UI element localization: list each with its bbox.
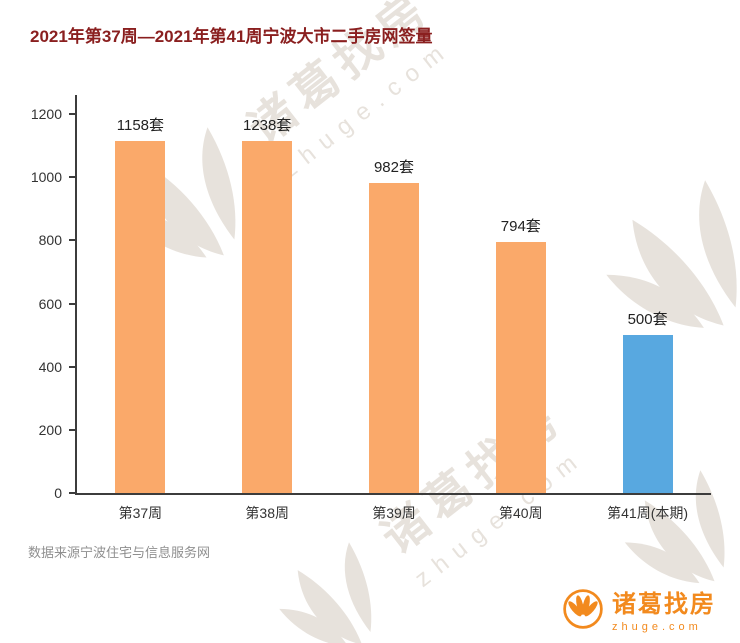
bar-value-label: 500套 (627, 311, 668, 329)
bar (115, 141, 166, 493)
y-tick-label: 400 (38, 358, 62, 375)
plot-area: 1158套 1238套 982套 794套 500套 (77, 114, 711, 493)
bar (242, 141, 293, 493)
x-axis-label: 第41周(本期) (607, 505, 689, 521)
bar-value-label: 982套 (373, 158, 414, 176)
zhuge-fan-icon (562, 588, 604, 630)
y-tick-mark (69, 239, 75, 242)
x-axis-label: 第40周 (499, 505, 543, 521)
y-tick-mark (69, 365, 75, 368)
y-tick-label: 0 (54, 485, 62, 501)
bar-value-label: 794套 (500, 218, 541, 236)
bar-slot: 982套 (331, 114, 458, 493)
brand-name: 诸葛找房 (612, 591, 716, 618)
source-note: 数据来源宁波住宅与信息服务网 (28, 545, 211, 560)
y-tick-mark (69, 176, 75, 179)
bar-slot: 500套 (584, 114, 711, 493)
y-tick-label: 200 (38, 421, 62, 438)
y-tick-label: 800 (38, 232, 62, 249)
x-axis-label: 第39周 (372, 505, 416, 521)
bar-slot: 794套 (457, 114, 584, 493)
brand-domain: zhuge.com (612, 621, 702, 633)
bar-slot: 1238套 (204, 114, 331, 493)
y-tick-mark (69, 113, 75, 115)
y-axis-line (75, 95, 77, 493)
y-tick-label: 1200 (30, 106, 62, 122)
x-axis-line (75, 493, 711, 495)
brand-logo: 诸葛找房 zhuge.com (562, 584, 716, 633)
x-axis-label: 第37周 (118, 505, 163, 521)
x-axis-label: 第38周 (245, 505, 289, 521)
bar (495, 242, 546, 493)
chart-title: 2021年第37周—2021年第41周宁波大市二手房网签量 (30, 27, 433, 46)
bar-slot: 1158套 (77, 114, 204, 493)
y-tick-mark (69, 302, 75, 305)
y-tick-mark (69, 492, 75, 494)
y-tick-mark (69, 428, 75, 431)
bar (622, 335, 673, 493)
bar-value-label: 1238套 (243, 117, 292, 134)
x-axis-labels: 第37周 第38周 第39周 第40周 第41周(本期) (77, 503, 711, 523)
bar (368, 182, 419, 493)
y-tick-label: 1000 (30, 169, 62, 186)
bar-value-label: 1158套 (116, 117, 165, 134)
y-tick-label: 600 (38, 295, 62, 312)
